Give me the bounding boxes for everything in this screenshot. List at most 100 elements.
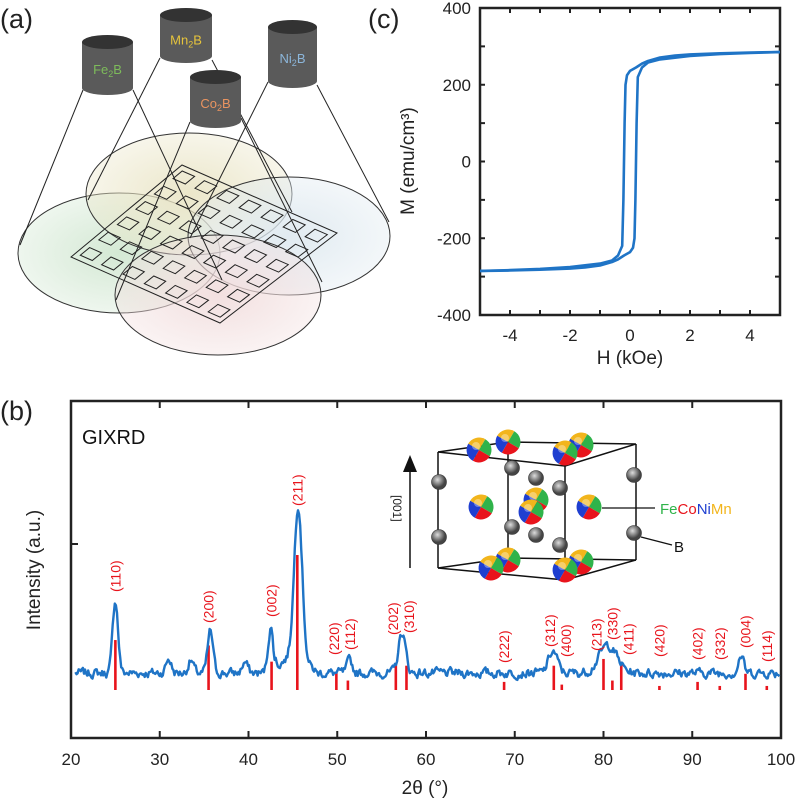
hkl-label: (202): [385, 602, 401, 635]
atom-segment: [558, 453, 576, 466]
cylinder-top: [82, 35, 133, 49]
atom-segment: [582, 507, 600, 520]
atom-segment: [501, 560, 519, 573]
atom-segment: [508, 549, 521, 567]
atom-segment: [474, 507, 492, 520]
sample-pad: [216, 189, 240, 204]
atom-segment: [570, 549, 588, 562]
atom-segment: [565, 559, 578, 577]
atom-highlight: [574, 437, 582, 445]
hkl-label: (411): [620, 623, 636, 655]
atom-segment: [501, 442, 519, 455]
atom-segment: [565, 442, 578, 460]
x-tick-label: 30: [150, 750, 169, 769]
atom-segment: [491, 557, 504, 575]
target-label: Ni2B: [280, 51, 306, 68]
atom-segment: [554, 440, 572, 453]
descending-branch: [479, 50, 781, 273]
atom-segment: [581, 434, 594, 452]
atom-segment: [574, 445, 592, 458]
panel-label-b: (b): [0, 396, 33, 426]
atom-highlight: [582, 499, 590, 507]
hkl-label: (002): [264, 584, 280, 617]
sample-pad: [140, 250, 165, 265]
atom-segment: [480, 555, 498, 568]
metal-atom: [468, 494, 494, 520]
sample-pad: [205, 279, 229, 294]
subscript: 2: [188, 40, 193, 50]
hkl-label: (312): [542, 614, 558, 647]
boron-atom: [552, 537, 568, 553]
atom-segment: [570, 432, 588, 445]
atom-segment: [558, 570, 576, 583]
subscript: 2: [217, 103, 222, 113]
unit-cell-edge: [437, 451, 566, 467]
atom-highlight: [474, 499, 482, 507]
atom-highlight: [574, 554, 582, 562]
sample-pad: [241, 224, 265, 239]
atom-highlight: [524, 504, 532, 512]
hkl-label: (400): [558, 624, 574, 657]
boron-site-label: B: [674, 539, 684, 556]
hkl-label: (112): [342, 618, 358, 650]
atom-segment: [589, 496, 602, 514]
sample-pad: [183, 269, 208, 284]
direction-label: [001]: [390, 495, 404, 522]
cylinder-top: [268, 20, 317, 34]
sample-pad: [172, 170, 196, 185]
atom-segment: [484, 568, 502, 581]
x-tick-label: 80: [594, 750, 613, 769]
metal-site-label: FeCoNiMn: [660, 501, 732, 518]
sample-pad: [265, 258, 290, 273]
hkl-label: (110): [107, 560, 123, 592]
sample-pad: [116, 216, 140, 231]
atom-segment: [552, 563, 565, 581]
boron-atom: [626, 467, 642, 483]
hkl-label: (200): [201, 590, 217, 623]
sample-pad: [246, 273, 270, 288]
boron-atom: [552, 480, 568, 496]
atom-segment: [495, 435, 508, 453]
gixrd-annotation: GIXRD: [82, 427, 145, 449]
metal-atom: [478, 555, 504, 581]
sample-pad: [262, 234, 287, 249]
atom-segment: [525, 487, 543, 500]
atom-segment: [481, 496, 494, 514]
atom-segment: [479, 439, 492, 457]
sample-pad: [181, 245, 205, 260]
x-tick-label: 100: [767, 750, 795, 769]
sample-pad: [134, 201, 159, 216]
hysteresis-chart: -4 -2 0 2 4 -400 -200 0 200 400 H (kOe) M (emu/cm…: [398, 0, 782, 369]
sputter-target-fe: Fe2B: [82, 35, 133, 96]
x-tick-label: 4: [745, 326, 754, 345]
xrd-pattern-line: [74, 509, 781, 682]
x-tick-label: 90: [683, 750, 702, 769]
x-tick-label: 2: [685, 326, 694, 345]
hkl-label: (310): [401, 600, 417, 633]
sample-pad: [207, 303, 231, 318]
xrd-chart: 20 30 40 50 60 70 80 90 100 GIXRD [001] FeCoNiMn B…: [24, 399, 795, 799]
plot-frame: [69, 399, 783, 740]
sample-pad: [164, 284, 189, 299]
y-axis-label: M (emu/cm³): [398, 107, 419, 215]
sample-pad: [159, 235, 184, 250]
atom-segment: [470, 494, 488, 507]
boron-atom: [504, 519, 520, 535]
target-label: Fe2B: [93, 62, 122, 79]
cylinder-body: [190, 77, 241, 128]
boron-atom: [504, 460, 520, 476]
atom-segment: [536, 489, 549, 507]
cylinder-body: [82, 42, 133, 96]
ascending-branch: [479, 50, 781, 273]
hkl-label: (332): [712, 627, 728, 660]
sample-pad: [226, 288, 251, 303]
atom-segment: [524, 512, 542, 525]
metal-atom: [576, 494, 602, 520]
sputter-target-mn: Mn2B: [160, 8, 212, 63]
x-tick-label: 0: [625, 326, 634, 345]
flux-cone-line: [316, 84, 390, 223]
hkl-label: (330): [604, 607, 620, 640]
panel-label-c: (c): [368, 4, 399, 34]
subscript: 2: [108, 69, 113, 79]
